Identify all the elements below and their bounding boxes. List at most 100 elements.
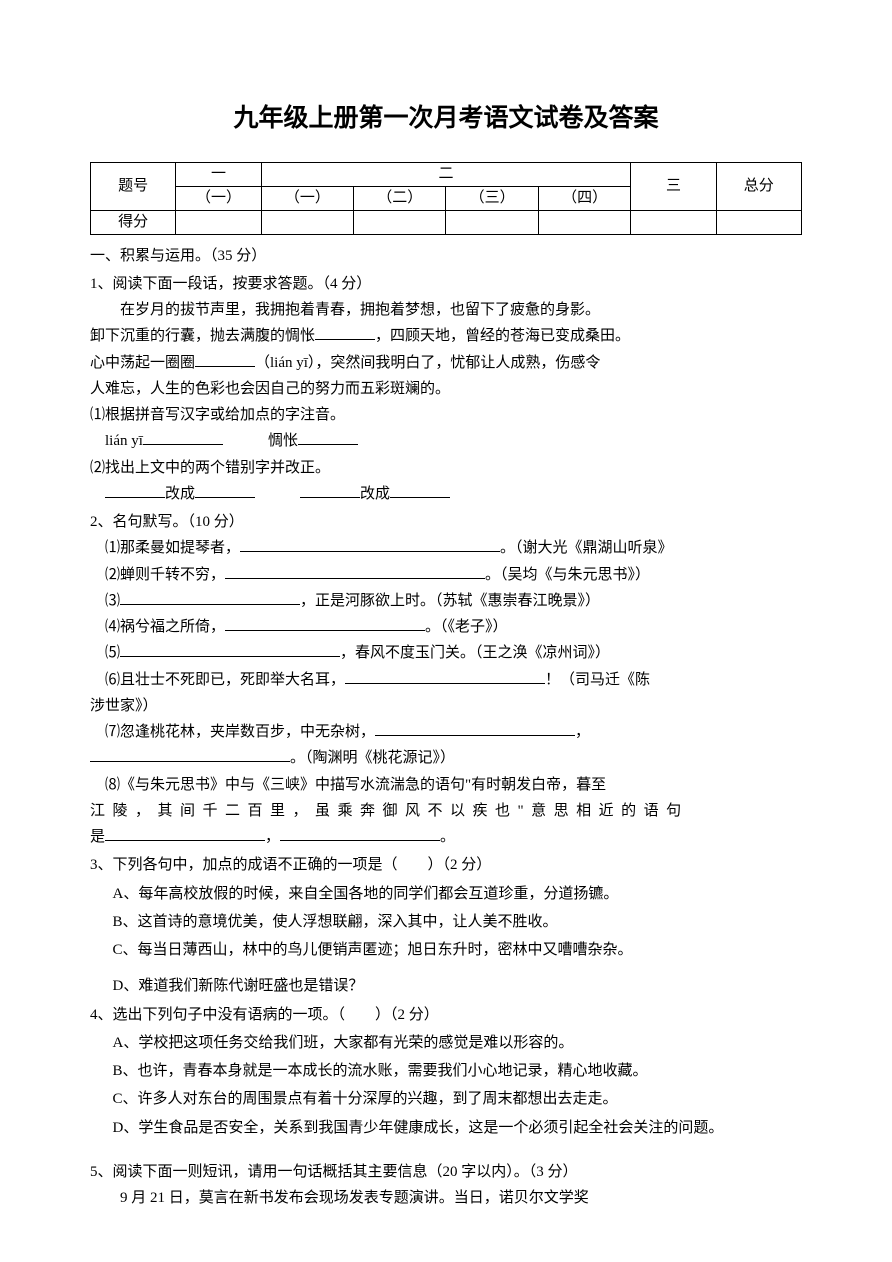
question-text: ⑸ ，春风不度玉门关。（王之涣《凉州词》） bbox=[90, 640, 802, 666]
text-span: ⑵蝉则千转不穷， bbox=[105, 567, 225, 583]
passage-text: 9 月 21 日，莫言在新书发布会现场发表专题演讲。当日，诺贝尔文学奖 bbox=[90, 1185, 802, 1211]
passage-text: 卸下沉重的行囊，抛去满腹的惆怅 ，四顾天地，曾经的苍海已变成桑田。 bbox=[90, 323, 802, 349]
text-span: ⑶ bbox=[105, 593, 120, 609]
question-text: lián yī 惆怅 bbox=[90, 428, 802, 454]
table-cell: （三） bbox=[446, 186, 538, 210]
passage-text: 在岁月的拔节声里，我拥抱着青春，拥抱着梦想，也留下了疲惫的身影。 bbox=[90, 297, 802, 323]
text-span: ⑸ bbox=[105, 645, 120, 661]
blank-field[interactable] bbox=[375, 721, 575, 736]
blank-field[interactable] bbox=[390, 483, 450, 498]
option-text: A、每年高校放假的时候，来自全国各地的同学们都会互道珍重，分道扬镳。 bbox=[90, 881, 802, 907]
text-span: ⑷祸兮福之所倚， bbox=[105, 619, 225, 635]
question-text: ⑻《与朱元思书》中与《三峡》中描写水流湍急的语句"有时朝发白帝，暮至 bbox=[90, 772, 802, 798]
table-header: 二 bbox=[261, 162, 631, 186]
question-text: ⑴那柔曼如提琴者， 。（谢大光《鼎湖山听泉》 bbox=[90, 535, 802, 561]
question-text: 1、阅读下面一段话，按要求答题。（4 分） bbox=[90, 271, 802, 297]
question-text: 改成 改成 bbox=[90, 481, 802, 507]
table-cell bbox=[354, 210, 446, 234]
blank-field[interactable] bbox=[143, 430, 223, 445]
option-text: C、许多人对东台的周围景点有着十分深厚的兴趣，到了周末都想出去走走。 bbox=[90, 1086, 802, 1112]
text-span: 。（陶渊明《桃花源记》） bbox=[290, 750, 455, 766]
text-span: 心中荡起一圈圈 bbox=[90, 355, 195, 371]
text-span: ， bbox=[265, 829, 280, 845]
text-span: ，正是河豚欲上时。（苏轼《惠崇春江晚景》） bbox=[300, 593, 600, 609]
blank-field[interactable] bbox=[300, 483, 360, 498]
blank-field[interactable] bbox=[195, 352, 255, 367]
text-span: 惆怅 bbox=[268, 433, 298, 449]
blank-field[interactable] bbox=[195, 483, 255, 498]
text-span: ⑹且壮士不死即已，死即举大名耳， bbox=[105, 672, 345, 688]
question-text: 江陵，其间千二百里，虽乘奔御风不以疾也"意思相近的语句 bbox=[90, 798, 802, 824]
blank-field[interactable] bbox=[280, 826, 440, 841]
question-text: ⑹且壮士不死即已，死即举大名耳， ！（司马迁《陈 bbox=[90, 667, 802, 693]
text-span: ⑺忽逢桃花林，夹岸数百步，中无杂树， bbox=[105, 724, 375, 740]
table-cell bbox=[261, 210, 353, 234]
text-span: ⑴那柔曼如提琴者， bbox=[105, 540, 240, 556]
table-cell: （二） bbox=[354, 186, 446, 210]
question-text: 涉世家》） bbox=[90, 693, 802, 719]
table-cell: （四） bbox=[538, 186, 630, 210]
question-text: 是 ， 。 bbox=[90, 824, 802, 850]
option-text: D、难道我们新陈代谢旺盛也是错误？ bbox=[90, 973, 802, 999]
text-span: 。（吴均《与朱元思书》） bbox=[485, 567, 650, 583]
table-cell: 得分 bbox=[91, 210, 176, 234]
blank-field[interactable] bbox=[315, 325, 375, 340]
table-cell bbox=[631, 210, 716, 234]
blank-field[interactable] bbox=[298, 430, 358, 445]
blank-field[interactable] bbox=[345, 669, 545, 684]
table-header: 总分 bbox=[716, 162, 801, 210]
text-span: 改成 bbox=[360, 486, 390, 502]
text-span: 。 bbox=[440, 829, 455, 845]
question-text: ⑵找出上文中的两个错别字并改正。 bbox=[90, 455, 802, 481]
table-cell bbox=[176, 210, 261, 234]
blank-field[interactable] bbox=[120, 642, 340, 657]
blank-field[interactable] bbox=[120, 590, 300, 605]
table-cell: （一） bbox=[261, 186, 353, 210]
question-text: 2、名句默写。（10 分） bbox=[90, 509, 802, 535]
text-span: 卸下沉重的行囊，抛去满腹的惆怅 bbox=[90, 328, 315, 344]
question-text: ⑴根据拼音写汉字或给加点的字注音。 bbox=[90, 402, 802, 428]
table-cell bbox=[538, 210, 630, 234]
option-text: A、学校把这项任务交给我们班，大家都有光荣的感觉是难以形容的。 bbox=[90, 1030, 802, 1056]
blank-field[interactable] bbox=[90, 747, 290, 762]
text-span: （lián yī），突然间我明白了，忧郁让人成熟，伤感令 bbox=[255, 355, 600, 371]
text-span: 。（《老子》） bbox=[425, 619, 508, 635]
question-text: 。（陶渊明《桃花源记》） bbox=[90, 745, 802, 771]
text-span: 江陵，其间千二百里，虽乘奔御风不以疾也"意思相近的语句 bbox=[90, 803, 689, 819]
text-span: 。（谢大光《鼎湖山听泉》 bbox=[500, 540, 673, 556]
question-text: 3、下列各句中，加点的成语不正确的一项是（ ）（2 分） bbox=[90, 852, 802, 878]
text-span: ，四顾天地，曾经的苍海已变成桑田。 bbox=[375, 328, 630, 344]
question-text: 4、选出下列句子中没有语病的一项。（ ）（2 分） bbox=[90, 1002, 802, 1028]
table-header: 题号 bbox=[91, 162, 176, 210]
blank-field[interactable] bbox=[105, 826, 265, 841]
table-cell bbox=[716, 210, 801, 234]
passage-text: 人难忘，人生的色彩也会因自己的努力而五彩斑斓的。 bbox=[90, 376, 802, 402]
text-span: lián yī bbox=[105, 433, 143, 449]
text-span: ，春风不度玉门关。（王之涣《凉州词》） bbox=[340, 645, 610, 661]
question-text: 5、阅读下面一则短讯，请用一句话概括其主要信息（20 字以内）。（3 分） bbox=[90, 1159, 802, 1185]
passage-text: 心中荡起一圈圈 （lián yī），突然间我明白了，忧郁让人成熟，伤感令 bbox=[90, 350, 802, 376]
blank-field[interactable] bbox=[240, 537, 500, 552]
text-span: ， bbox=[575, 724, 590, 740]
section-header: 一、积累与运用。（35 分） bbox=[90, 243, 802, 269]
question-text: ⑺忽逢桃花林，夹岸数百步，中无杂树， ， bbox=[90, 719, 802, 745]
blank-field[interactable] bbox=[225, 564, 485, 579]
table-header: 一 bbox=[176, 162, 261, 186]
text-span: 改成 bbox=[165, 486, 195, 502]
question-text: ⑷祸兮福之所倚， 。（《老子》） bbox=[90, 614, 802, 640]
question-text: ⑵蝉则千转不穷， 。（吴均《与朱元思书》） bbox=[90, 562, 802, 588]
option-text: C、每当日薄西山，林中的鸟儿便销声匿迹；旭日东升时，密林中又嘈嘈杂杂。 bbox=[90, 937, 802, 963]
table-header: 三 bbox=[631, 162, 716, 210]
page-title: 九年级上册第一次月考语文试卷及答案 bbox=[90, 100, 802, 138]
text-span: 是 bbox=[90, 829, 105, 845]
table-cell bbox=[446, 210, 538, 234]
blank-field[interactable] bbox=[105, 483, 165, 498]
blank-field[interactable] bbox=[225, 616, 425, 631]
option-text: B、也许，青春本身就是一本成长的流水账，需要我们小心地记录，精心地收藏。 bbox=[90, 1058, 802, 1084]
question-text: ⑶ ，正是河豚欲上时。（苏轼《惠崇春江晚景》） bbox=[90, 588, 802, 614]
score-table: 题号 一 二 三 总分 （一） （一） （二） （三） （四） 得分 bbox=[90, 162, 802, 235]
text-span: ！（司马迁《陈 bbox=[545, 672, 650, 688]
table-cell: （一） bbox=[176, 186, 261, 210]
option-text: B、这首诗的意境优美，使人浮想联翩，深入其中，让人美不胜收。 bbox=[90, 909, 802, 935]
option-text: D、学生食品是否安全，关系到我国青少年健康成长，这是一个必须引起全社会关注的问题… bbox=[90, 1115, 802, 1141]
